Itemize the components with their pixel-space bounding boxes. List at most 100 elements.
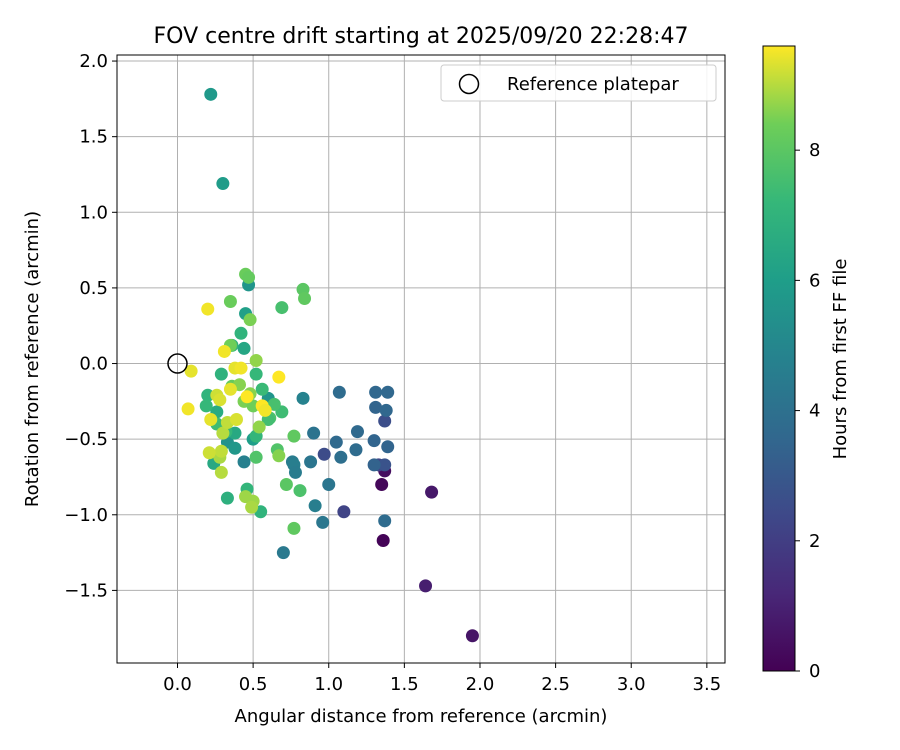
scatter-point (201, 302, 215, 316)
colorbar-tick-label: 6 (809, 270, 820, 291)
scatter-point (216, 426, 230, 440)
scatter-point (213, 393, 227, 407)
y-axis-label: Rotation from reference (arcmin) (22, 211, 43, 507)
scatter-point (275, 301, 289, 315)
y-tick-label: 1.5 (79, 127, 108, 148)
scatter-point (216, 177, 230, 191)
scatter-point (322, 478, 336, 492)
scatter-point (181, 402, 195, 416)
y-tick-label: −0.5 (64, 429, 108, 450)
scatter-point (204, 412, 218, 426)
axis-ticks: 0.0 0.5 1.0 1.5 2.0 2.5 3.0 3.5 −1.5 −1.0 −0.5 0.0 0… (64, 51, 721, 695)
scatter-point (234, 361, 248, 375)
scatter-point (199, 399, 213, 413)
colorbar-ticks: 0 2 4 6 8 (795, 140, 820, 682)
x-tick-label: 2.5 (541, 674, 570, 695)
scatter-point (296, 391, 310, 405)
legend-label: Reference platepar (507, 74, 679, 95)
scatter-point (419, 579, 433, 593)
scatter-point (378, 414, 392, 428)
legend-marker-icon (458, 73, 480, 95)
scatter-point (293, 484, 307, 498)
scatter-point (234, 326, 248, 340)
scatter-point (272, 449, 286, 463)
scatter-point (217, 344, 231, 358)
scatter-point (304, 455, 318, 469)
scatter-point (425, 485, 439, 499)
x-tick-label: 0.5 (239, 674, 268, 695)
colorbar-tick-label: 8 (809, 140, 820, 161)
y-tick-label: −1.5 (64, 580, 108, 601)
scatter-point (308, 499, 322, 513)
y-tick-label: 0.5 (79, 278, 108, 299)
scatter-point (220, 491, 234, 505)
scatter-point (367, 434, 381, 448)
scatter-point (249, 450, 263, 464)
scatter-point (279, 478, 293, 492)
scatter-point (249, 367, 263, 381)
y-tick-label: 2.0 (79, 51, 108, 72)
scatter-point (201, 388, 215, 402)
scatter-point (249, 354, 263, 368)
colorbar-gradient (762, 45, 796, 672)
legend-box (440, 64, 717, 102)
y-tick-label: 1.0 (79, 202, 108, 223)
scatter-point (381, 385, 395, 399)
scatter-point (252, 420, 266, 434)
scatter-point (243, 313, 257, 327)
x-tick-label: 3.0 (617, 674, 646, 695)
scatter-point (381, 440, 395, 454)
scatter-point (349, 443, 363, 457)
chart-title: FOV centre drift starting at 2025/09/20 … (154, 24, 689, 49)
x-tick-label: 3.5 (693, 674, 722, 695)
colorbar-tick-label: 2 (809, 531, 820, 552)
x-tick-label: 2.0 (466, 674, 495, 695)
scatter-point (223, 382, 237, 396)
colorbar-tick-label: 4 (809, 401, 820, 422)
grid (117, 55, 725, 663)
scatter-point (334, 450, 348, 464)
plot-area-frame (116, 54, 726, 664)
scatter-point (255, 382, 269, 396)
scatter-point (228, 441, 242, 455)
scatter-point (375, 478, 389, 492)
legend: Reference platepar (440, 64, 717, 102)
colorbar-tick-label: 0 (809, 661, 820, 682)
scatter-point (204, 87, 218, 101)
reference-platepar-marker (167, 353, 188, 374)
scatter-point (379, 403, 393, 417)
scatter-point (223, 295, 237, 309)
scatter-point (237, 455, 251, 469)
scatter-point (214, 465, 228, 479)
colorbar: 0 2 4 6 8 Hours from first FF file (762, 45, 851, 682)
scatter-points (181, 87, 479, 643)
scatter-point (329, 435, 343, 449)
scatter-point (276, 546, 290, 560)
scatter-point (214, 444, 228, 458)
scatter-point (237, 341, 251, 355)
scatter-point (307, 426, 321, 440)
x-tick-label: 1.5 (390, 674, 419, 695)
scatter-point (316, 515, 330, 529)
scatter-point (214, 367, 228, 381)
scatter-point (242, 270, 256, 284)
scatter-point (317, 447, 331, 461)
scatter-point (287, 429, 301, 443)
scatter-point (245, 500, 259, 514)
scatter-point (376, 533, 390, 547)
scatter-point (369, 400, 383, 414)
scatter-point (378, 458, 392, 472)
x-tick-label: 0.0 (163, 674, 192, 695)
scatter-point (202, 446, 216, 460)
scatter-point (287, 521, 301, 535)
y-tick-label: −1.0 (64, 505, 108, 526)
scatter-point (465, 629, 479, 643)
scatter-point (288, 465, 302, 479)
scatter-point (298, 292, 312, 306)
scatter-point (378, 514, 392, 528)
scatter-point (258, 403, 272, 417)
scatter-point (337, 505, 351, 519)
x-axis-label: Angular distance from reference (arcmin) (235, 706, 608, 727)
x-tick-label: 1.0 (314, 674, 343, 695)
